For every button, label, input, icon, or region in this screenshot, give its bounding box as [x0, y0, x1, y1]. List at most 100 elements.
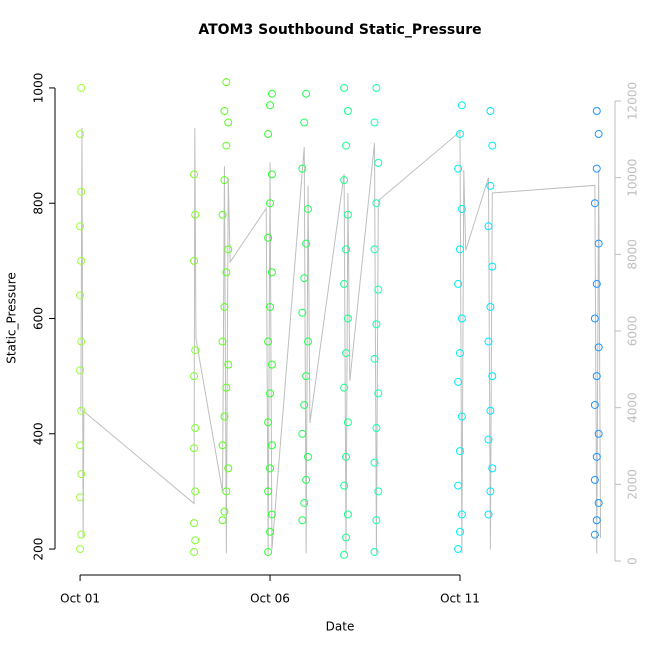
y2-tick-label: 0	[626, 557, 640, 565]
data-point	[454, 377, 463, 386]
data-point	[222, 487, 231, 496]
data-point	[191, 210, 200, 219]
data-point	[224, 464, 233, 473]
data-point	[266, 464, 275, 473]
x-tick-label: Oct 01	[60, 592, 100, 606]
data-point	[592, 106, 601, 115]
data-point	[264, 337, 273, 346]
y-tick-label: 1000	[32, 73, 46, 104]
data-point	[488, 141, 497, 150]
data-point	[594, 239, 603, 248]
data-point	[484, 510, 493, 519]
data-point	[343, 314, 352, 323]
data-point	[370, 118, 379, 127]
data-point	[266, 302, 275, 311]
data-point	[370, 458, 379, 467]
data-point	[300, 118, 309, 127]
data-point	[191, 346, 200, 355]
data-point	[343, 418, 352, 427]
data-point	[220, 507, 229, 516]
data-point	[342, 141, 351, 150]
data-point	[220, 106, 229, 115]
data-point	[457, 510, 466, 519]
data-point	[370, 547, 379, 556]
data-point	[374, 158, 383, 167]
data-point	[590, 314, 599, 323]
data-point	[488, 372, 497, 381]
data-point	[218, 337, 227, 346]
data-point	[372, 424, 381, 433]
data-point	[594, 498, 603, 507]
data-point	[454, 545, 463, 554]
data-point	[340, 279, 349, 288]
data-point	[222, 383, 231, 392]
data-point	[340, 83, 349, 92]
data-point	[455, 349, 464, 358]
data-point	[342, 533, 351, 542]
data-point	[300, 498, 309, 507]
data-point	[264, 130, 273, 139]
data-point	[457, 204, 466, 213]
data-point	[190, 444, 199, 453]
data-point	[340, 383, 349, 392]
data-point	[300, 400, 309, 409]
data-point	[486, 106, 495, 115]
data-point	[340, 176, 349, 185]
x-tick-label: Oct 06	[250, 592, 290, 606]
data-point	[190, 170, 199, 179]
data-point	[340, 481, 349, 490]
data-point	[77, 406, 86, 415]
data-point	[592, 516, 601, 525]
data-point	[592, 164, 601, 173]
data-point	[457, 412, 466, 421]
data-point	[343, 106, 352, 115]
data-point	[304, 337, 313, 346]
y2-tick-label: 10000	[626, 159, 640, 197]
data-point	[76, 130, 85, 139]
data-point	[590, 400, 599, 409]
data-point	[222, 78, 231, 87]
data-point	[77, 337, 86, 346]
x-tick-label: Oct 11	[440, 592, 480, 606]
data-point	[302, 372, 311, 381]
data-point	[304, 452, 313, 461]
data-point	[457, 314, 466, 323]
data-point	[76, 545, 85, 554]
y2-tick-label: 2000	[626, 469, 640, 500]
y-tick-label: 800	[32, 192, 46, 215]
data-point	[372, 320, 381, 329]
data-point	[190, 519, 199, 528]
data-point	[374, 487, 383, 496]
data-point	[594, 429, 603, 438]
data-point	[594, 130, 603, 139]
data-point	[488, 262, 497, 271]
data-point	[266, 199, 275, 208]
data-point	[342, 245, 351, 254]
data-point	[302, 475, 311, 484]
data-point	[454, 164, 463, 173]
data-point	[342, 349, 351, 358]
data-point	[77, 530, 86, 539]
data-point	[224, 360, 233, 369]
data-point	[590, 475, 599, 484]
data-point	[218, 441, 227, 450]
data-point	[266, 389, 275, 398]
data-point	[374, 285, 383, 294]
y2-tick-label: 6000	[626, 316, 640, 347]
data-point	[340, 550, 349, 559]
data-point	[191, 487, 200, 496]
data-point	[372, 199, 381, 208]
data-point	[300, 274, 309, 283]
data-point	[594, 343, 603, 352]
data-point	[484, 435, 493, 444]
data-point	[302, 239, 311, 248]
data-point	[224, 245, 233, 254]
data-point	[218, 210, 227, 219]
data-point	[372, 83, 381, 92]
data-point	[267, 170, 276, 179]
y2-tick-label: 8000	[626, 239, 640, 270]
data-point	[457, 101, 466, 110]
data-point	[266, 527, 275, 536]
data-point	[455, 527, 464, 536]
